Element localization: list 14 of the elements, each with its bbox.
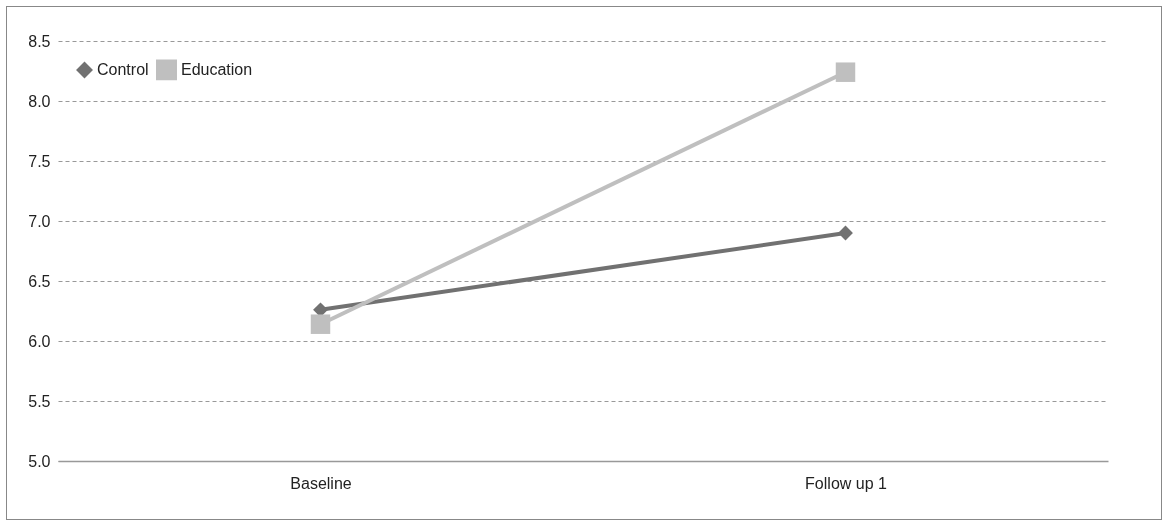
x-tick-label: Baseline [290, 474, 352, 492]
x-tick-label: Follow up 1 [805, 474, 888, 492]
y-tick-label: 6.0 [28, 332, 51, 350]
legend-label: Control [97, 61, 149, 79]
y-tick-label: 8.5 [28, 32, 51, 50]
y-tick-label: 8.0 [28, 92, 51, 110]
legend-label: Education [181, 60, 253, 78]
y-tick-label: 6.5 [28, 272, 51, 290]
point [310, 314, 331, 334]
y-tick-label: 7.0 [28, 212, 51, 230]
y-tick-label: 5.5 [28, 392, 51, 410]
y-tick-label: 5.0 [28, 452, 51, 470]
y-tick-label: 7.5 [28, 152, 51, 170]
point [835, 62, 856, 82]
